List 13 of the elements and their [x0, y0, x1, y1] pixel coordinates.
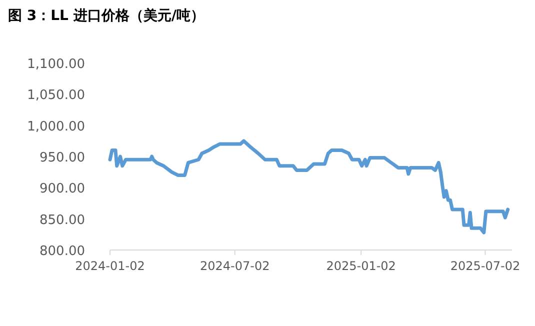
y-tick-label: 800.00	[40, 244, 85, 259]
y-tick-label: 900.00	[40, 182, 85, 197]
x-tick-label: 2025-01-02	[326, 259, 396, 273]
chart-title: 图 3：LL 进口价格（美元/吨）	[8, 7, 204, 24]
y-tick-label: 1,050.00	[27, 88, 85, 104]
y-tick-label: 1,100.00	[27, 57, 85, 72]
x-tick-label: 2024-07-02	[200, 259, 270, 273]
y-tick-label: 950.00	[40, 150, 85, 166]
line-series	[108, 139, 510, 234]
y-tick-label: 850.00	[40, 212, 85, 228]
x-tick-label: 2024-01-02	[75, 259, 145, 273]
y-tick-label: 1,000.00	[27, 119, 85, 134]
x-tick-label: 2025-07-02	[450, 259, 520, 273]
